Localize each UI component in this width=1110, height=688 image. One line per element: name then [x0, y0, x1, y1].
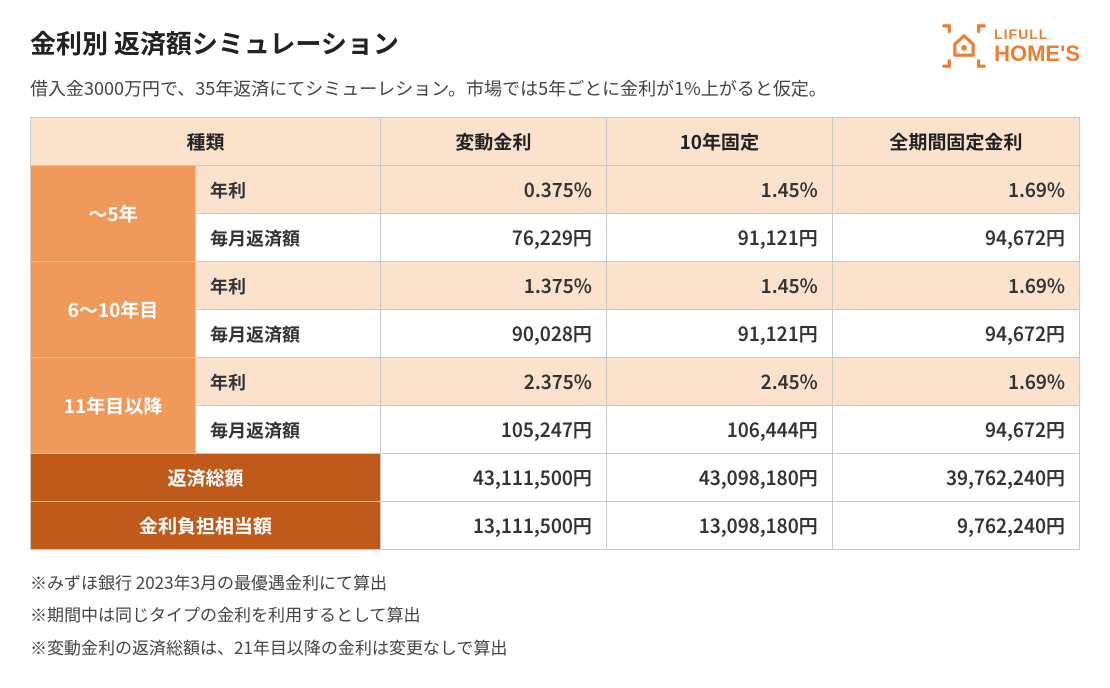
row-label-payment: 毎月返済額 — [196, 214, 381, 262]
brand-line2: HOME'S — [994, 42, 1080, 65]
summary-value: 39,762,240円 — [832, 454, 1079, 502]
simulation-table: 種類 変動金利 10年固定 全期間固定金利 〜5年 年利 0.375% 1.45… — [30, 117, 1080, 550]
footnote-line: ※みずほ銀行 2023年3月の最優遇金利にて算出 — [30, 566, 1080, 598]
brand-line1: LIFULL — [994, 27, 1080, 42]
cell-value: 1.69% — [832, 166, 1079, 214]
cell-value: 0.375% — [381, 166, 607, 214]
cell-value: 1.45% — [606, 262, 832, 310]
page-title: 金利別 返済額シミュレーション — [30, 24, 399, 61]
cell-value: 94,672円 — [832, 214, 1079, 262]
col-header-plan-0: 変動金利 — [381, 118, 607, 166]
row-label-rate: 年利 — [196, 358, 381, 406]
cell-value: 105,247円 — [381, 406, 607, 454]
cell-value: 94,672円 — [832, 310, 1079, 358]
cell-value: 76,229円 — [381, 214, 607, 262]
col-header-plan-2: 全期間固定金利 — [832, 118, 1079, 166]
cell-value: 2.45% — [606, 358, 832, 406]
row-label-rate: 年利 — [196, 166, 381, 214]
cell-value: 90,028円 — [381, 310, 607, 358]
cell-value: 1.375% — [381, 262, 607, 310]
cell-value: 91,121円 — [606, 310, 832, 358]
house-icon — [942, 24, 986, 68]
cell-value: 94,672円 — [832, 406, 1079, 454]
summary-value: 9,762,240円 — [832, 502, 1079, 550]
subtitle: 借入金3000万円で、35年返済にてシミューレション。市場では5年ごとに金利が1… — [30, 75, 1080, 101]
row-label-rate: 年利 — [196, 262, 381, 310]
cell-value: 1.69% — [832, 262, 1079, 310]
col-header-type: 種類 — [31, 118, 381, 166]
summary-value: 13,111,500円 — [381, 502, 607, 550]
summary-label: 返済総額 — [31, 454, 381, 502]
footnote-line: ※変動金利の返済総額は、21年目以降の金利は変更なしで算出 — [30, 631, 1080, 663]
summary-value: 43,111,500円 — [381, 454, 607, 502]
footnote-line: ※期間中は同じタイプの金利を利用するとして算出 — [30, 598, 1080, 630]
row-label-payment: 毎月返済額 — [196, 310, 381, 358]
period-label: 11年目以降 — [31, 358, 196, 454]
summary-label: 金利負担相当額 — [31, 502, 381, 550]
brand-logo: LIFULL HOME'S — [942, 24, 1080, 68]
footnotes: ※みずほ銀行 2023年3月の最優遇金利にて算出 ※期間中は同じタイプの金利を利… — [30, 566, 1080, 663]
cell-value: 2.375% — [381, 358, 607, 406]
cell-value: 106,444円 — [606, 406, 832, 454]
period-label: 〜5年 — [31, 166, 196, 262]
summary-value: 13,098,180円 — [606, 502, 832, 550]
cell-value: 91,121円 — [606, 214, 832, 262]
cell-value: 1.45% — [606, 166, 832, 214]
row-label-payment: 毎月返済額 — [196, 406, 381, 454]
summary-value: 43,098,180円 — [606, 454, 832, 502]
period-label: 6〜10年目 — [31, 262, 196, 358]
cell-value: 1.69% — [832, 358, 1079, 406]
col-header-plan-1: 10年固定 — [606, 118, 832, 166]
